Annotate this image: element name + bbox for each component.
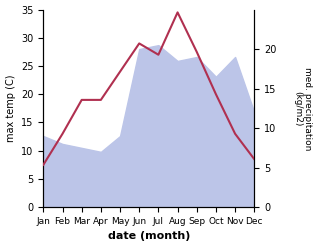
Y-axis label: max temp (C): max temp (C) — [5, 75, 16, 142]
X-axis label: date (month): date (month) — [107, 231, 190, 242]
Y-axis label: med. precipitation
(kg/m2): med. precipitation (kg/m2) — [293, 67, 313, 150]
